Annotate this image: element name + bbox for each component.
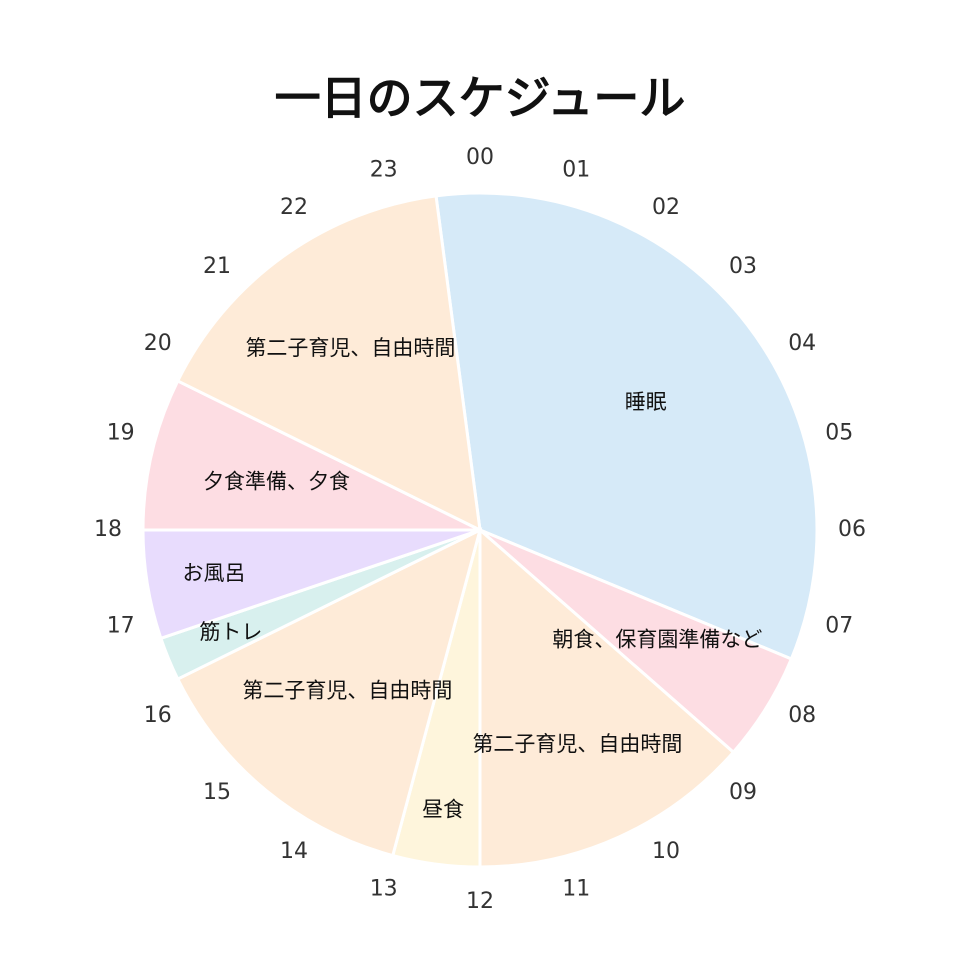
hour-tick-label: 06 [838, 517, 866, 542]
slice-label-2: 第二子育児、自由時間 [472, 732, 682, 756]
hour-tick-label: 20 [144, 331, 172, 356]
hour-tick-label: 13 [370, 876, 398, 901]
hour-tick-label: 03 [729, 254, 757, 279]
hour-tick-label: 05 [825, 421, 853, 446]
slice-label-3: 昼食 [422, 798, 464, 822]
slice-label-6: お風呂 [183, 561, 246, 585]
hour-tick-label: 11 [562, 876, 590, 901]
slice-label-0: 睡眠 [625, 390, 667, 414]
hour-tick-label: 18 [94, 517, 122, 542]
pie-slice-4 [175, 527, 483, 858]
hour-tick-label: 08 [788, 703, 816, 728]
hour-tick-label: 07 [825, 613, 853, 638]
hour-tick-label: 19 [107, 421, 135, 446]
hour-tick-label: 15 [203, 780, 231, 805]
hour-tick-label: 21 [203, 254, 231, 279]
slice-label-1: 朝食、保育園準備など [552, 627, 762, 651]
pie-slice-7 [141, 378, 481, 532]
pie-slice-2 [478, 526, 736, 869]
slice-label-8: 第二子育児、自由時間 [245, 336, 455, 360]
hour-tick-label: 00 [466, 145, 494, 170]
pie-slice-0 [434, 191, 819, 661]
hour-tick-label: 01 [562, 158, 590, 183]
hour-tick-label: 04 [788, 331, 816, 356]
hour-tick-label: 22 [280, 195, 308, 220]
pie-slice-8 [175, 194, 482, 533]
hour-tick-label: 12 [466, 889, 494, 914]
slice-label-4: 第二子育児、自由時間 [242, 679, 452, 703]
hour-tick-label: 14 [280, 839, 308, 864]
hour-tick-label: 16 [144, 703, 172, 728]
hour-tick-label: 17 [107, 613, 135, 638]
slice-label-7: 夕食準備、夕食 [203, 470, 350, 494]
slice-label-5: 筋トレ [199, 620, 262, 644]
hour-tick-label: 02 [652, 195, 680, 220]
hour-tick-label: 23 [370, 158, 398, 183]
hour-tick-label: 10 [652, 839, 680, 864]
chart-title: 一日のスケジュール [274, 71, 686, 125]
hour-tick-label: 09 [729, 780, 757, 805]
